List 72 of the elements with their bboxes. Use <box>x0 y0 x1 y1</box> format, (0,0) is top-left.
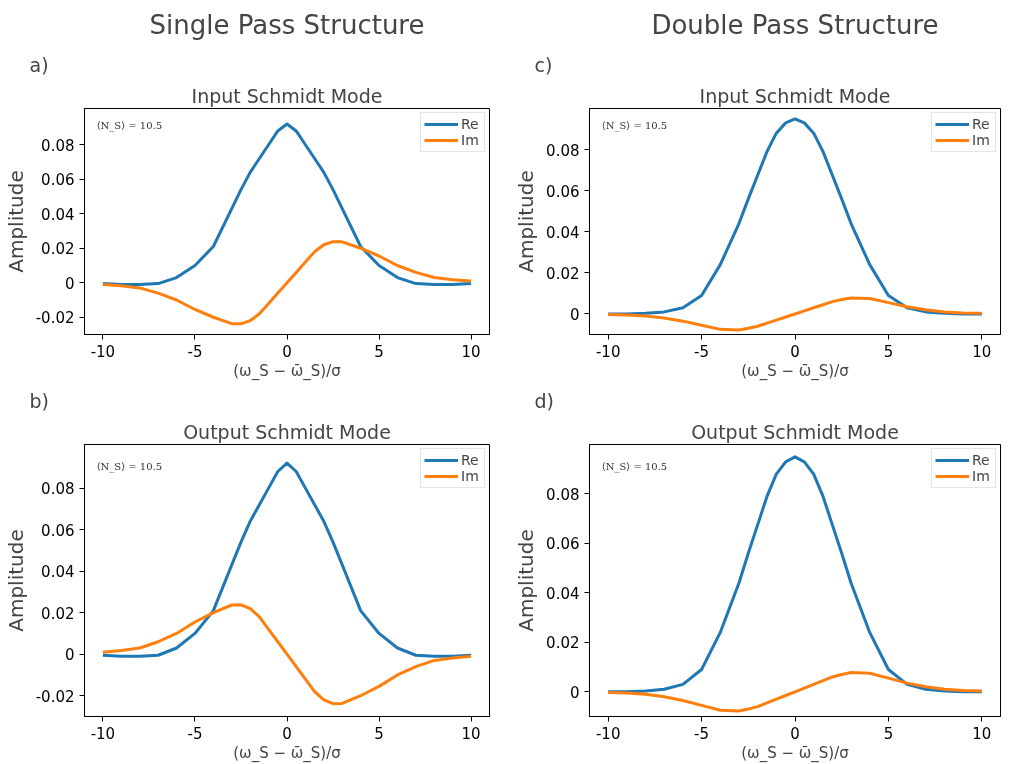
chart-title: Output Schmidt Mode <box>691 420 899 443</box>
y-tick-label: 0.08 <box>41 136 75 155</box>
y-axis-title: Amplitude <box>514 170 539 273</box>
x-tick-label: 0 <box>790 342 800 361</box>
y-tick-label: 0.02 <box>546 264 580 283</box>
x-tick-label: -5 <box>694 342 710 361</box>
y-tick-label: 0.02 <box>41 604 75 623</box>
x-tick-label: -10 <box>595 724 621 743</box>
legend-label: Im <box>461 132 480 148</box>
y-tick-label: 0.04 <box>546 584 580 603</box>
x-axis-title: (ω_S − ω̄_S)/σ <box>233 743 342 763</box>
x-axis-title: (ω_S − ω̄_S)/σ <box>741 743 850 763</box>
x-tick-label: 5 <box>374 342 384 361</box>
y-tick-label: 0.06 <box>546 535 580 554</box>
x-axis-title: (ω_S − ω̄_S)/σ <box>741 361 850 381</box>
y-tick-label: 0 <box>64 646 75 665</box>
x-tick-label: -10 <box>595 342 621 361</box>
x-tick-label: 0 <box>790 724 800 743</box>
chart-title: Output Schmidt Mode <box>183 420 391 443</box>
y-tick-label: 0 <box>569 305 580 324</box>
annotation: ⟨N_S⟩ = 10.5 <box>601 120 668 133</box>
x-tick-label: -5 <box>694 724 710 743</box>
y-tick-label: 0.08 <box>546 141 580 160</box>
y-tick-label: 0.08 <box>41 480 75 499</box>
x-tick-label: -5 <box>187 342 203 361</box>
y-tick-label: 0.04 <box>41 563 75 582</box>
x-tick-label: 0 <box>282 724 292 743</box>
x-tick-label: 10 <box>972 342 992 361</box>
x-tick-label: 10 <box>972 724 992 743</box>
legend-label: Im <box>972 468 991 484</box>
y-tick-label: 0.08 <box>546 485 580 504</box>
y-tick-label: 0.04 <box>546 223 580 242</box>
text: b) <box>29 389 49 412</box>
text: Single Pass Structure <box>149 9 425 40</box>
text: a) <box>29 53 49 76</box>
y-tick-label: 0.02 <box>41 240 75 259</box>
y-tick-label: 0.06 <box>41 521 75 540</box>
y-tick-label: -0.02 <box>35 309 75 328</box>
x-axis-title: (ω_S − ω̄_S)/σ <box>233 361 342 381</box>
chart-title: Input Schmidt Mode <box>699 84 891 107</box>
legend-label: Re <box>461 452 480 468</box>
x-tick-label: 5 <box>883 724 894 743</box>
x-tick-label: -5 <box>187 724 203 743</box>
chart-title: Input Schmidt Mode <box>191 84 383 107</box>
annotation: ⟨N_S⟩ = 10.5 <box>601 460 668 473</box>
x-tick-label: 5 <box>883 342 894 361</box>
y-axis-title: Amplitude <box>514 529 539 632</box>
annotation: ⟨N_S⟩ = 10.5 <box>96 460 163 473</box>
x-tick-label: -10 <box>90 342 116 361</box>
legend-label: Re <box>461 116 480 132</box>
x-tick-label: -10 <box>90 724 116 743</box>
y-tick-label: 0 <box>64 274 75 293</box>
legend-label: Re <box>972 116 991 132</box>
legend-label: Re <box>972 452 991 468</box>
legend-label: Im <box>972 132 991 148</box>
y-tick-label: 0.04 <box>41 205 75 224</box>
y-tick-label: 0.06 <box>41 171 75 190</box>
y-axis-title: Amplitude <box>3 529 28 632</box>
text: d) <box>534 389 554 412</box>
legend-label: Im <box>461 468 480 484</box>
x-tick-label: 5 <box>374 724 384 743</box>
y-tick-label: -0.02 <box>35 687 75 706</box>
y-axis-title: Amplitude <box>3 170 28 273</box>
y-tick-label: 0 <box>569 683 580 702</box>
annotation: ⟨N_S⟩ = 10.5 <box>96 120 163 133</box>
x-tick-label: 0 <box>282 342 292 361</box>
x-tick-label: 10 <box>461 724 481 743</box>
y-tick-label: 0.06 <box>546 182 580 201</box>
text: c) <box>534 53 553 76</box>
text: Double Pass Structure <box>651 9 939 40</box>
y-tick-label: 0.02 <box>546 634 580 653</box>
x-tick-label: 10 <box>461 342 481 361</box>
